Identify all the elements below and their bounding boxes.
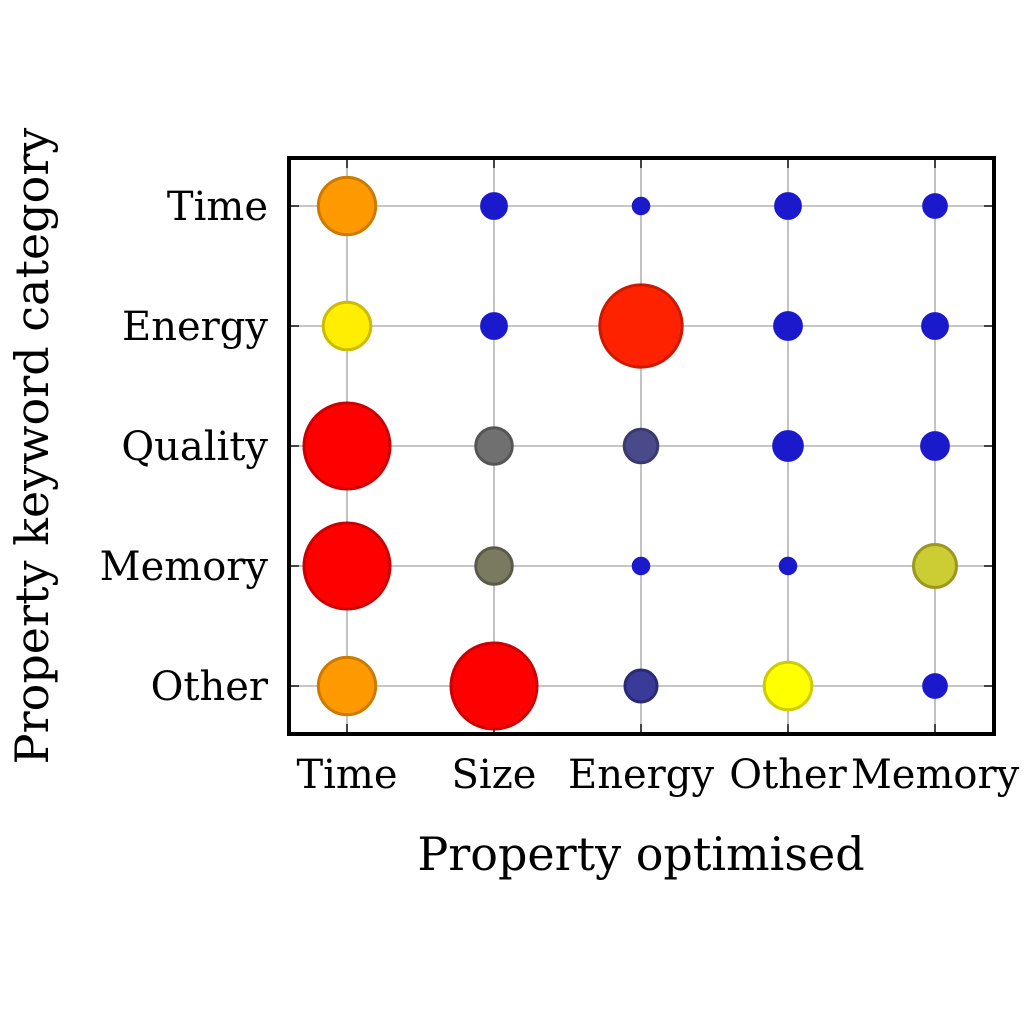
data-point-other-memory bbox=[778, 556, 798, 576]
x-tick-label: Size bbox=[452, 752, 537, 798]
data-point-size-time bbox=[480, 192, 508, 220]
x-tick-label: Other bbox=[729, 752, 847, 798]
y-tick-labels: Time Energy Quality Memory Other bbox=[100, 184, 269, 710]
y-axis-title: Property keyword category bbox=[5, 128, 59, 765]
data-point-time-quality bbox=[302, 401, 392, 491]
data-point-energy-quality bbox=[622, 427, 660, 465]
data-point-size-other bbox=[449, 641, 539, 731]
x-tick-labels: Time Size Energy Other Memory bbox=[296, 752, 1019, 798]
data-point-energy-memory bbox=[631, 556, 651, 576]
x-tick-label: Energy bbox=[568, 752, 714, 798]
data-point-other-energy bbox=[773, 311, 803, 341]
x-tick-label: Memory bbox=[851, 752, 1020, 798]
data-point-energy-energy bbox=[598, 283, 684, 369]
plot-frame bbox=[287, 156, 996, 736]
data-point-energy-other bbox=[623, 668, 659, 704]
data-point-size-energy bbox=[480, 312, 508, 340]
data-point-size-quality bbox=[474, 426, 514, 466]
data-point-size-memory bbox=[474, 546, 514, 586]
data-point-time-time bbox=[316, 175, 378, 237]
y-tick-label: Other bbox=[151, 664, 269, 710]
data-point-memory-memory bbox=[912, 543, 958, 589]
data-point-other-time bbox=[774, 192, 802, 220]
data-point-time-energy bbox=[321, 300, 373, 352]
y-tick-label: Quality bbox=[121, 424, 268, 470]
y-tick-label: Memory bbox=[100, 544, 269, 590]
data-point-other-other bbox=[762, 660, 814, 712]
data-points bbox=[302, 175, 958, 731]
y-tick-label: Time bbox=[167, 184, 268, 230]
x-axis-title: Property optimised bbox=[417, 827, 864, 881]
data-point-time-other bbox=[316, 655, 378, 717]
y-tick-label: Energy bbox=[122, 304, 268, 350]
data-point-other-quality bbox=[772, 430, 804, 462]
data-point-energy-time bbox=[631, 196, 651, 216]
data-point-memory-energy bbox=[921, 312, 949, 340]
data-point-memory-quality bbox=[920, 431, 950, 461]
data-point-time-memory bbox=[302, 521, 392, 611]
data-point-memory-time bbox=[922, 193, 948, 219]
data-point-memory-other bbox=[922, 673, 948, 699]
x-tick-label: Time bbox=[296, 752, 397, 798]
